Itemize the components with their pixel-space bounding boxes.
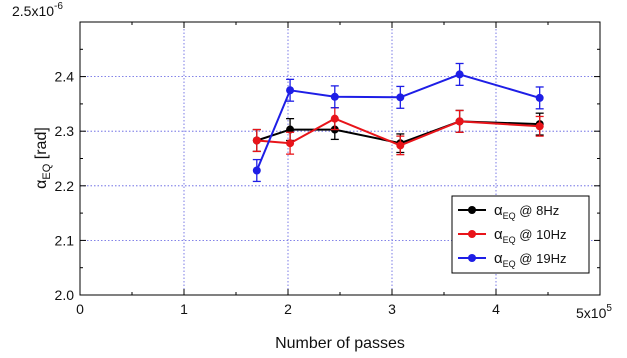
legend-marker — [468, 206, 476, 214]
legend-label-rest: @ 19Hz — [516, 251, 567, 266]
legend-label-symbol: α — [494, 202, 503, 219]
data-point — [330, 114, 339, 123]
y-multiplier-exp: -6 — [54, 1, 63, 12]
series-1 — [252, 107, 544, 156]
axes — [79, 21, 601, 296]
legend-entry: αEQ @ 8Hz — [458, 202, 559, 221]
data-point — [330, 92, 339, 101]
y-axis-title: αEQ [rad] — [33, 127, 53, 189]
data-point — [455, 70, 464, 79]
svg-text:αEQ [rad]: αEQ [rad] — [33, 127, 53, 189]
legend-label-symbol: α — [494, 226, 503, 243]
legend-entry: αEQ @ 19Hz — [458, 250, 566, 269]
x-tick-label: 1 — [180, 301, 188, 317]
y-tick-label: 2.0 — [55, 287, 75, 303]
y-tick-label: 2.1 — [55, 232, 75, 248]
legend-label: αEQ @ 19Hz — [494, 250, 566, 269]
data-point — [286, 125, 295, 134]
legend-label: αEQ @ 10Hz — [494, 226, 566, 245]
legend-label-sub: EQ — [503, 259, 516, 269]
x-tick-label: 4 — [492, 301, 500, 317]
data-point — [286, 86, 295, 95]
y-axis-title-unit: [rad] — [33, 127, 50, 163]
x-tick-label: 2 — [284, 301, 292, 317]
x-tick-label: 0 — [76, 301, 84, 317]
data-point — [252, 136, 261, 145]
data-point — [396, 141, 405, 150]
legend-label-symbol: α — [494, 250, 503, 267]
data-point — [535, 93, 544, 102]
data-point — [396, 93, 405, 102]
y-tick-label: 2.4 — [55, 69, 75, 85]
data-point — [535, 122, 544, 131]
x-multiplier: 5x105 — [576, 303, 612, 321]
legend-label: αEQ @ 8Hz — [494, 202, 559, 221]
legend-label-rest: @ 10Hz — [516, 227, 567, 242]
x-multiplier-base: 5x10 — [576, 305, 607, 321]
data-point — [252, 166, 261, 175]
x-multiplier-exp: 5 — [606, 303, 612, 314]
y-multiplier-base: 2.5x10 — [12, 3, 54, 19]
legend-entry: αEQ @ 10Hz — [458, 226, 566, 245]
y-multiplier: 2.5x10-6 — [12, 1, 63, 19]
y-tick-label: 2.2 — [55, 178, 75, 194]
tick-labels: 0 1 2 3 4 2.0 2.1 2.2 2.3 2.4 — [55, 69, 501, 317]
series-line — [255, 73, 540, 171]
series-layer — [252, 62, 544, 183]
legend-marker — [468, 230, 476, 238]
legend-label-rest: @ 8Hz — [516, 203, 560, 218]
data-point — [286, 139, 295, 148]
series-line — [256, 117, 540, 147]
legend-marker — [468, 254, 476, 262]
y-axis-title-sub: EQ — [41, 163, 53, 179]
y-axis-title-symbol: α — [33, 180, 50, 189]
data-point — [455, 117, 464, 126]
legend-label-sub: EQ — [503, 211, 516, 221]
y-tick-label: 2.3 — [55, 123, 75, 139]
series-2 — [252, 62, 544, 183]
x-axis-title: Number of passes — [275, 335, 405, 352]
legend-label-sub: EQ — [503, 235, 516, 245]
x-tick-label: 3 — [388, 301, 396, 317]
